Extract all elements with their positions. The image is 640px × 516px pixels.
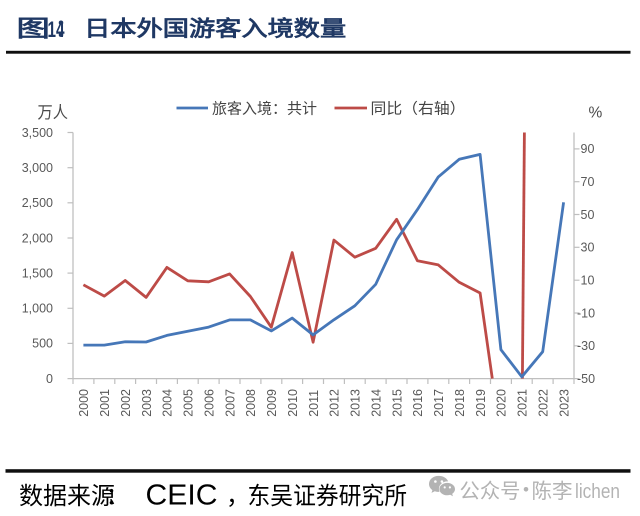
svg-text:14: 14: [48, 17, 66, 42]
svg-text:3,500: 3,500: [22, 126, 53, 140]
svg-text:10: 10: [581, 274, 595, 288]
svg-text:同比（右轴）: 同比（右轴）: [371, 100, 466, 117]
svg-text:2001: 2001: [98, 389, 112, 417]
svg-text:lichen: lichen: [575, 480, 620, 503]
svg-text:2018: 2018: [453, 389, 467, 417]
svg-text:万人: 万人: [38, 103, 69, 122]
svg-text:2022: 2022: [537, 389, 551, 417]
svg-text:2020: 2020: [495, 389, 509, 417]
svg-text:2011: 2011: [307, 390, 321, 417]
svg-text:1,000: 1,000: [22, 302, 53, 316]
svg-text:2006: 2006: [203, 389, 217, 417]
svg-text:2010: 2010: [286, 389, 300, 417]
svg-text:2009: 2009: [265, 389, 279, 417]
svg-text:图: 图: [17, 16, 50, 42]
svg-text:2003: 2003: [140, 389, 154, 417]
svg-text:2017: 2017: [432, 389, 446, 417]
svg-text:日本外国游客入境数量: 日本外国游客入境数量: [84, 16, 346, 41]
svg-text:陈李: 陈李: [532, 480, 573, 503]
svg-text:-10: -10: [577, 306, 595, 320]
svg-text:%: %: [589, 105, 603, 122]
svg-text:2015: 2015: [390, 389, 404, 417]
svg-text:公众号: 公众号: [460, 480, 521, 503]
svg-text:2,500: 2,500: [22, 196, 53, 210]
svg-text:东吴证券研究所: 东吴证券研究所: [248, 483, 408, 510]
svg-text:2005: 2005: [182, 389, 196, 417]
svg-text:2000: 2000: [77, 389, 91, 417]
svg-text:70: 70: [581, 175, 595, 189]
svg-text:2004: 2004: [161, 389, 175, 417]
svg-text:2014: 2014: [370, 389, 384, 417]
svg-text:2021: 2021: [516, 389, 530, 417]
svg-text:-30: -30: [577, 339, 595, 353]
svg-text:-50: -50: [577, 372, 595, 386]
svg-text:50: 50: [581, 208, 595, 222]
svg-text:：: ：: [106, 483, 130, 510]
svg-text:2019: 2019: [474, 389, 488, 417]
svg-text:2012: 2012: [328, 389, 342, 417]
svg-text:CEIC: CEIC: [146, 479, 218, 511]
svg-text:30: 30: [581, 241, 595, 255]
svg-text:0: 0: [46, 372, 53, 386]
svg-text:，: ，: [226, 483, 250, 510]
svg-text:90: 90: [581, 142, 595, 156]
svg-text:旅客入境：共计: 旅客入境：共计: [212, 99, 317, 117]
svg-text:2008: 2008: [244, 389, 258, 417]
svg-text:500: 500: [32, 337, 53, 351]
svg-text:2013: 2013: [349, 389, 363, 417]
svg-text:2007: 2007: [223, 389, 237, 417]
svg-text:2,000: 2,000: [22, 231, 53, 245]
svg-text:数据来源: 数据来源: [19, 483, 115, 510]
svg-text:3,000: 3,000: [22, 161, 53, 175]
svg-text:：: ：: [55, 15, 79, 42]
svg-text:1,500: 1,500: [22, 266, 53, 280]
svg-text:2002: 2002: [119, 389, 133, 417]
svg-text:2023: 2023: [557, 389, 571, 417]
svg-text:2016: 2016: [411, 389, 425, 417]
